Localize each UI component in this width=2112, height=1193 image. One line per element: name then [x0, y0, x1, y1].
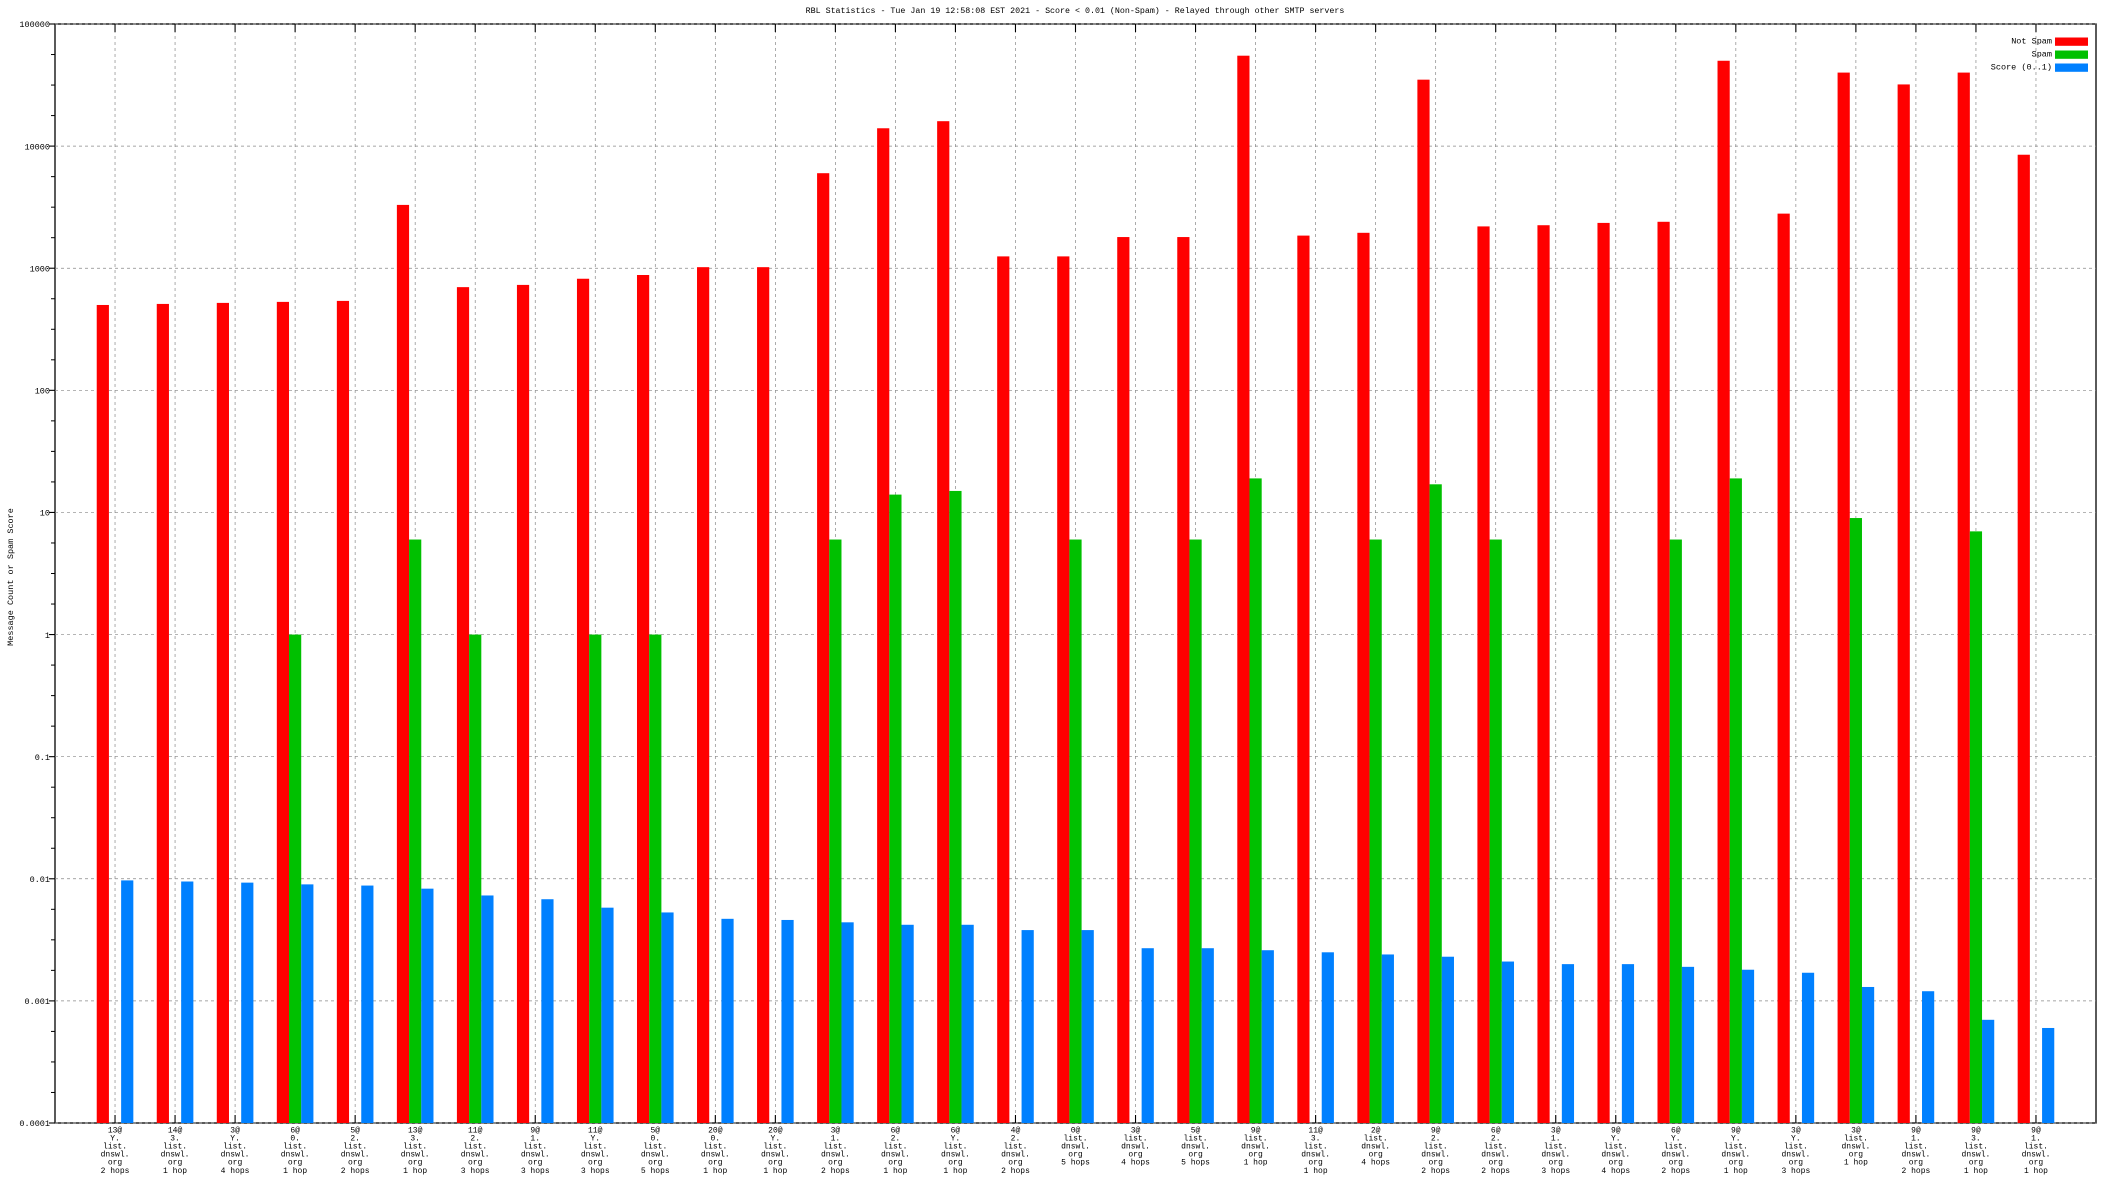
svg-text:4 hops: 4 hops — [1121, 1159, 1150, 1168]
svg-text:10000: 10000 — [24, 142, 50, 152]
svg-text:5 hops: 5 hops — [1061, 1159, 1090, 1168]
svg-text:0.01: 0.01 — [30, 875, 50, 885]
svg-text:3 hops: 3 hops — [521, 1167, 550, 1176]
svg-text:1 hop: 1 hop — [1844, 1159, 1868, 1168]
svg-text:1 hop: 1 hop — [1304, 1167, 1328, 1176]
svg-text:Message Count or Spam Score: Message Count or Spam Score — [6, 508, 16, 646]
svg-text:RBL Statistics - Tue Jan 19 12: RBL Statistics - Tue Jan 19 12:58:08 EST… — [806, 6, 1345, 16]
svg-text:1 hop: 1 hop — [703, 1167, 727, 1176]
svg-text:1 hop: 1 hop — [883, 1167, 907, 1176]
svg-text:1 hop: 1 hop — [2024, 1167, 2048, 1176]
svg-text:100000: 100000 — [19, 20, 50, 30]
svg-text:2 hops: 2 hops — [1481, 1167, 1510, 1176]
svg-text:2 hops: 2 hops — [101, 1167, 130, 1176]
svg-text:1: 1 — [45, 631, 50, 641]
svg-text:4 hops: 4 hops — [1361, 1159, 1390, 1168]
svg-text:1 hop: 1 hop — [943, 1167, 967, 1176]
svg-text:Spam: Spam — [2032, 50, 2052, 60]
svg-text:1 hop: 1 hop — [1244, 1159, 1268, 1168]
svg-text:4 hops: 4 hops — [221, 1167, 250, 1176]
svg-text:10: 10 — [40, 509, 50, 519]
svg-text:3 hops: 3 hops — [1781, 1167, 1810, 1176]
svg-text:1 hop: 1 hop — [1964, 1167, 1988, 1176]
svg-text:100: 100 — [35, 387, 50, 397]
svg-text:3 hops: 3 hops — [461, 1167, 490, 1176]
svg-text:2 hops: 2 hops — [1001, 1167, 1030, 1176]
svg-text:Not Spam: Not Spam — [2011, 37, 2052, 47]
svg-text:4 hops: 4 hops — [1601, 1167, 1630, 1176]
svg-text:3 hops: 3 hops — [1541, 1167, 1570, 1176]
svg-text:1000: 1000 — [30, 264, 50, 274]
svg-text:1 hop: 1 hop — [763, 1167, 787, 1176]
svg-text:1 hop: 1 hop — [403, 1167, 427, 1176]
svg-text:0.001: 0.001 — [24, 997, 50, 1007]
svg-text:1 hop: 1 hop — [163, 1167, 187, 1176]
svg-text:Score (0..1): Score (0..1) — [1991, 63, 2052, 73]
svg-text:1 hop: 1 hop — [283, 1167, 307, 1176]
svg-text:2 hops: 2 hops — [1421, 1167, 1450, 1176]
svg-text:2 hops: 2 hops — [821, 1167, 850, 1176]
svg-text:2 hops: 2 hops — [1661, 1167, 1690, 1176]
svg-text:2 hops: 2 hops — [1902, 1167, 1931, 1176]
svg-text:0.0001: 0.0001 — [19, 1119, 50, 1129]
svg-text:5 hops: 5 hops — [641, 1167, 670, 1176]
svg-text:1 hop: 1 hop — [1724, 1167, 1748, 1176]
svg-text:0.1: 0.1 — [35, 753, 50, 763]
svg-text:3 hops: 3 hops — [581, 1167, 610, 1176]
svg-text:5 hops: 5 hops — [1181, 1159, 1210, 1168]
svg-text:2 hops: 2 hops — [341, 1167, 370, 1176]
